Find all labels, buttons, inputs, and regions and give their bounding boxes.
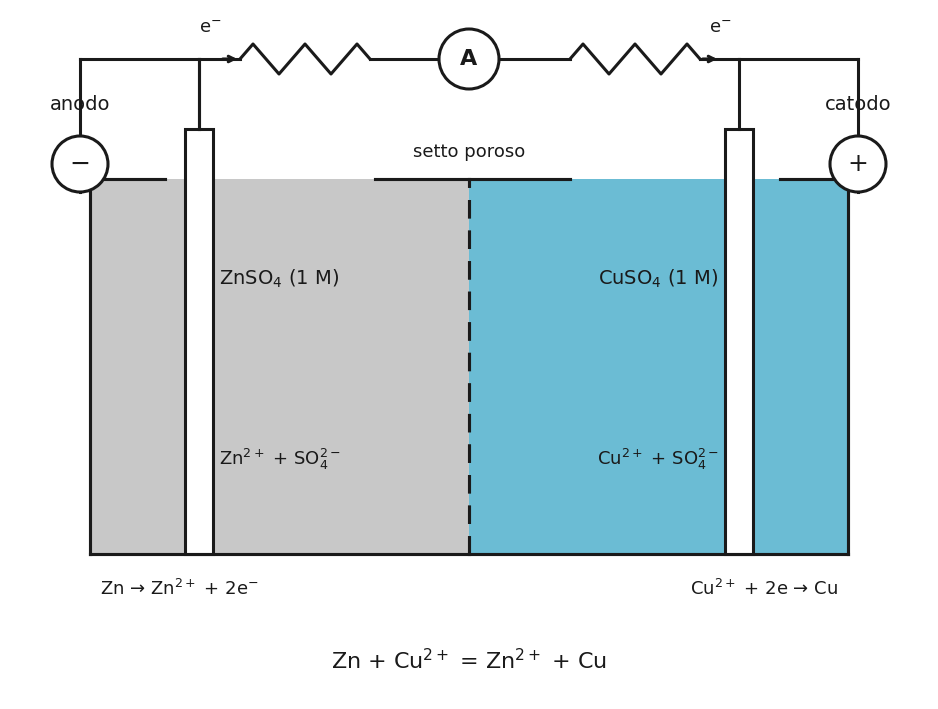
Text: +: + [848,152,869,176]
Bar [725,129,753,554]
Bar [469,179,848,554]
Text: Cu$^{2+}$ + 2e → Cu: Cu$^{2+}$ + 2e → Cu [690,579,838,599]
Text: A: A [461,49,477,69]
Text: −: − [69,152,90,176]
Bar [185,129,213,554]
Text: Zn + Cu$^{2+}$ = Zn$^{2+}$ + Cu: Zn + Cu$^{2+}$ = Zn$^{2+}$ + Cu [331,649,607,674]
Text: Cu$^{2+}$ + SO$_4^{2-}$: Cu$^{2+}$ + SO$_4^{2-}$ [598,447,719,471]
Text: e$^{-}$: e$^{-}$ [199,19,221,37]
Circle shape [830,136,886,192]
Text: ZnSO$_4$ (1 M): ZnSO$_4$ (1 M) [219,268,340,290]
Bar [90,179,469,554]
Text: CuSO$_4$ (1 M): CuSO$_4$ (1 M) [598,268,719,290]
Text: e$^{-}$: e$^{-}$ [709,19,732,37]
Text: catodo: catodo [825,95,891,114]
Text: anodo: anodo [50,95,111,114]
Circle shape [52,136,108,192]
Text: Zn$^{2+}$ + SO$_4^{2-}$: Zn$^{2+}$ + SO$_4^{2-}$ [219,447,340,471]
Text: Zn → Zn$^{2+}$ + 2e$^{-}$: Zn → Zn$^{2+}$ + 2e$^{-}$ [100,579,259,599]
Text: setto poroso: setto poroso [413,143,525,161]
Circle shape [439,29,499,89]
